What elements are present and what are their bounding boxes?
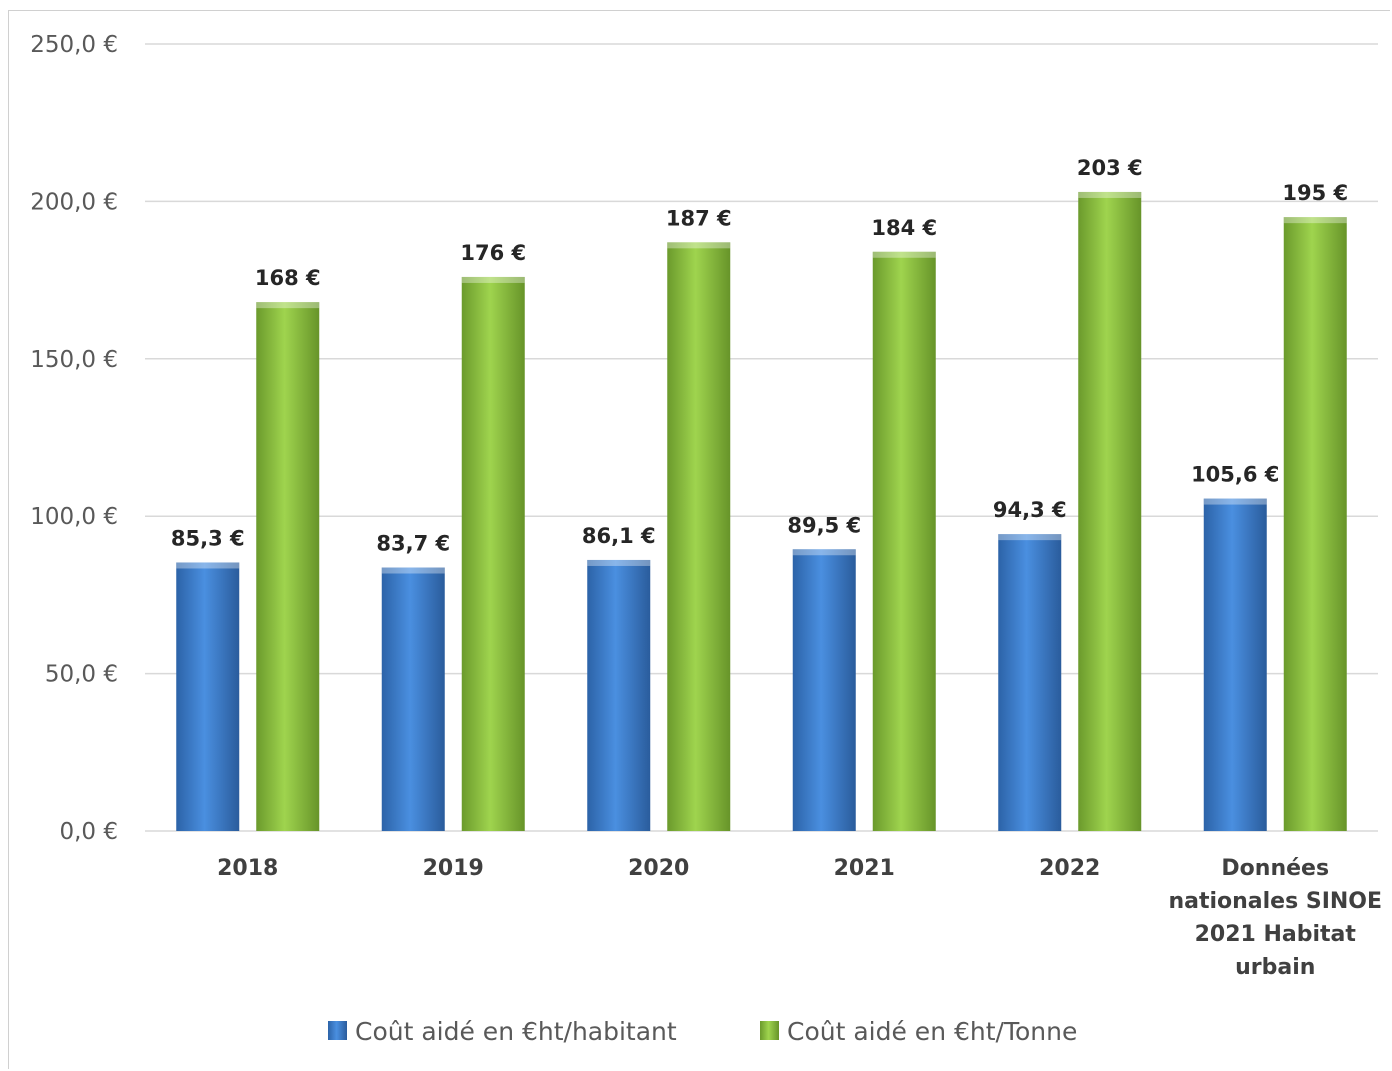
bar xyxy=(667,242,731,832)
bar xyxy=(1283,217,1347,831)
legend-swatch xyxy=(328,1021,347,1040)
bar xyxy=(1203,498,1267,831)
y-tick-label: 200,0 € xyxy=(30,189,118,215)
bar xyxy=(381,567,445,831)
x-tick-label: Données nationales SINOE 2021 Habitat urbai… xyxy=(1168,856,1382,980)
data-label: 86,1 € xyxy=(582,524,656,548)
data-label: 195 € xyxy=(1282,181,1348,205)
x-tick-label-line: Données xyxy=(1221,856,1329,881)
data-label: 203 € xyxy=(1077,156,1143,180)
bar-top-highlight xyxy=(998,534,1062,541)
bar-body xyxy=(461,276,525,831)
bar xyxy=(792,549,856,831)
data-labels: 85,3 € 83,7 € 86,1 € 89,5 € 94,3 € 105,6 € 168… xyxy=(171,156,1348,556)
y-tick-label: 150,0 € xyxy=(30,347,118,373)
x-tick-label-line: 2018 xyxy=(217,856,278,881)
y-tick-label: 250,0 € xyxy=(30,32,118,58)
x-tick-label-line: 2021 xyxy=(834,856,895,881)
x-tick-label: 2018 xyxy=(217,856,278,881)
data-label: 187 € xyxy=(666,206,732,230)
legend-item: Coût aidé en €ht/habitant xyxy=(328,1017,677,1046)
bar xyxy=(872,251,936,831)
legend-label: Coût aidé en €ht/Tonne xyxy=(787,1017,1077,1046)
bar xyxy=(998,534,1062,831)
chart-frame xyxy=(8,10,1390,1069)
y-tick-label: 0,0 € xyxy=(59,819,118,845)
data-label: 168 € xyxy=(255,266,321,290)
x-tick-label: 2021 xyxy=(834,856,895,881)
bar-body xyxy=(176,562,240,831)
bar-top-highlight xyxy=(792,549,856,556)
x-tick-label: 2019 xyxy=(423,856,484,881)
bar xyxy=(176,562,240,831)
bar-top-highlight xyxy=(587,559,651,566)
bar-top-highlight xyxy=(176,562,240,569)
bar-body xyxy=(587,559,651,831)
data-label: 83,7 € xyxy=(376,532,450,556)
y-axis: 0,0 € 50,0 € 100,0 € 150,0 € 200,0 € 250,0 € xyxy=(30,32,118,845)
data-label: 105,6 € xyxy=(1191,463,1279,487)
data-label: 94,3 € xyxy=(993,498,1067,522)
bar xyxy=(461,276,525,831)
legend: Coût aidé en €ht/habitant Coût aidé en €h… xyxy=(328,1017,1077,1046)
bar-top-highlight xyxy=(461,276,525,283)
bar-top-highlight xyxy=(381,567,445,574)
x-tick-label: 2022 xyxy=(1039,856,1100,881)
data-label: 85,3 € xyxy=(171,526,245,550)
legend-swatch xyxy=(760,1021,779,1040)
bar-body xyxy=(872,251,936,831)
legend-label: Coût aidé en €ht/habitant xyxy=(355,1017,677,1046)
bar-body xyxy=(998,534,1062,831)
bar-body xyxy=(1203,498,1267,831)
bar-body xyxy=(792,549,856,831)
data-label: 176 € xyxy=(460,241,526,265)
data-label: 184 € xyxy=(871,216,937,240)
bar xyxy=(1078,191,1142,831)
bar xyxy=(587,559,651,831)
bar-body xyxy=(256,302,320,831)
bar-body xyxy=(667,242,731,832)
x-tick-label-line: nationales SINOE xyxy=(1168,889,1382,914)
x-tick-label: 2020 xyxy=(628,856,689,881)
y-tick-label: 100,0 € xyxy=(30,504,118,530)
x-tick-label-line: urbain xyxy=(1235,955,1315,980)
bars xyxy=(176,191,1347,832)
legend-item: Coût aidé en €ht/Tonne xyxy=(760,1017,1077,1046)
bar-top-highlight xyxy=(1203,498,1267,505)
bar-body xyxy=(1078,191,1142,831)
x-tick-label-line: 2022 xyxy=(1039,856,1100,881)
bar-top-highlight xyxy=(256,302,320,309)
x-tick-label-line: 2019 xyxy=(423,856,484,881)
bar-top-highlight xyxy=(872,251,936,258)
x-axis: 2018 2019 2020 2021 2022 Données nationales SI… xyxy=(217,856,1382,980)
bar xyxy=(256,302,320,831)
gridlines xyxy=(145,43,1378,832)
x-tick-label-line: 2020 xyxy=(628,856,689,881)
bar-top-highlight xyxy=(667,242,731,249)
bar-body xyxy=(1283,217,1347,831)
bar-top-highlight xyxy=(1283,217,1347,224)
data-label: 89,5 € xyxy=(787,513,861,537)
x-tick-label-line: 2021 Habitat xyxy=(1195,922,1357,947)
bar-top-highlight xyxy=(1078,191,1142,198)
y-tick-label: 50,0 € xyxy=(45,662,118,688)
bar-body xyxy=(381,567,445,831)
